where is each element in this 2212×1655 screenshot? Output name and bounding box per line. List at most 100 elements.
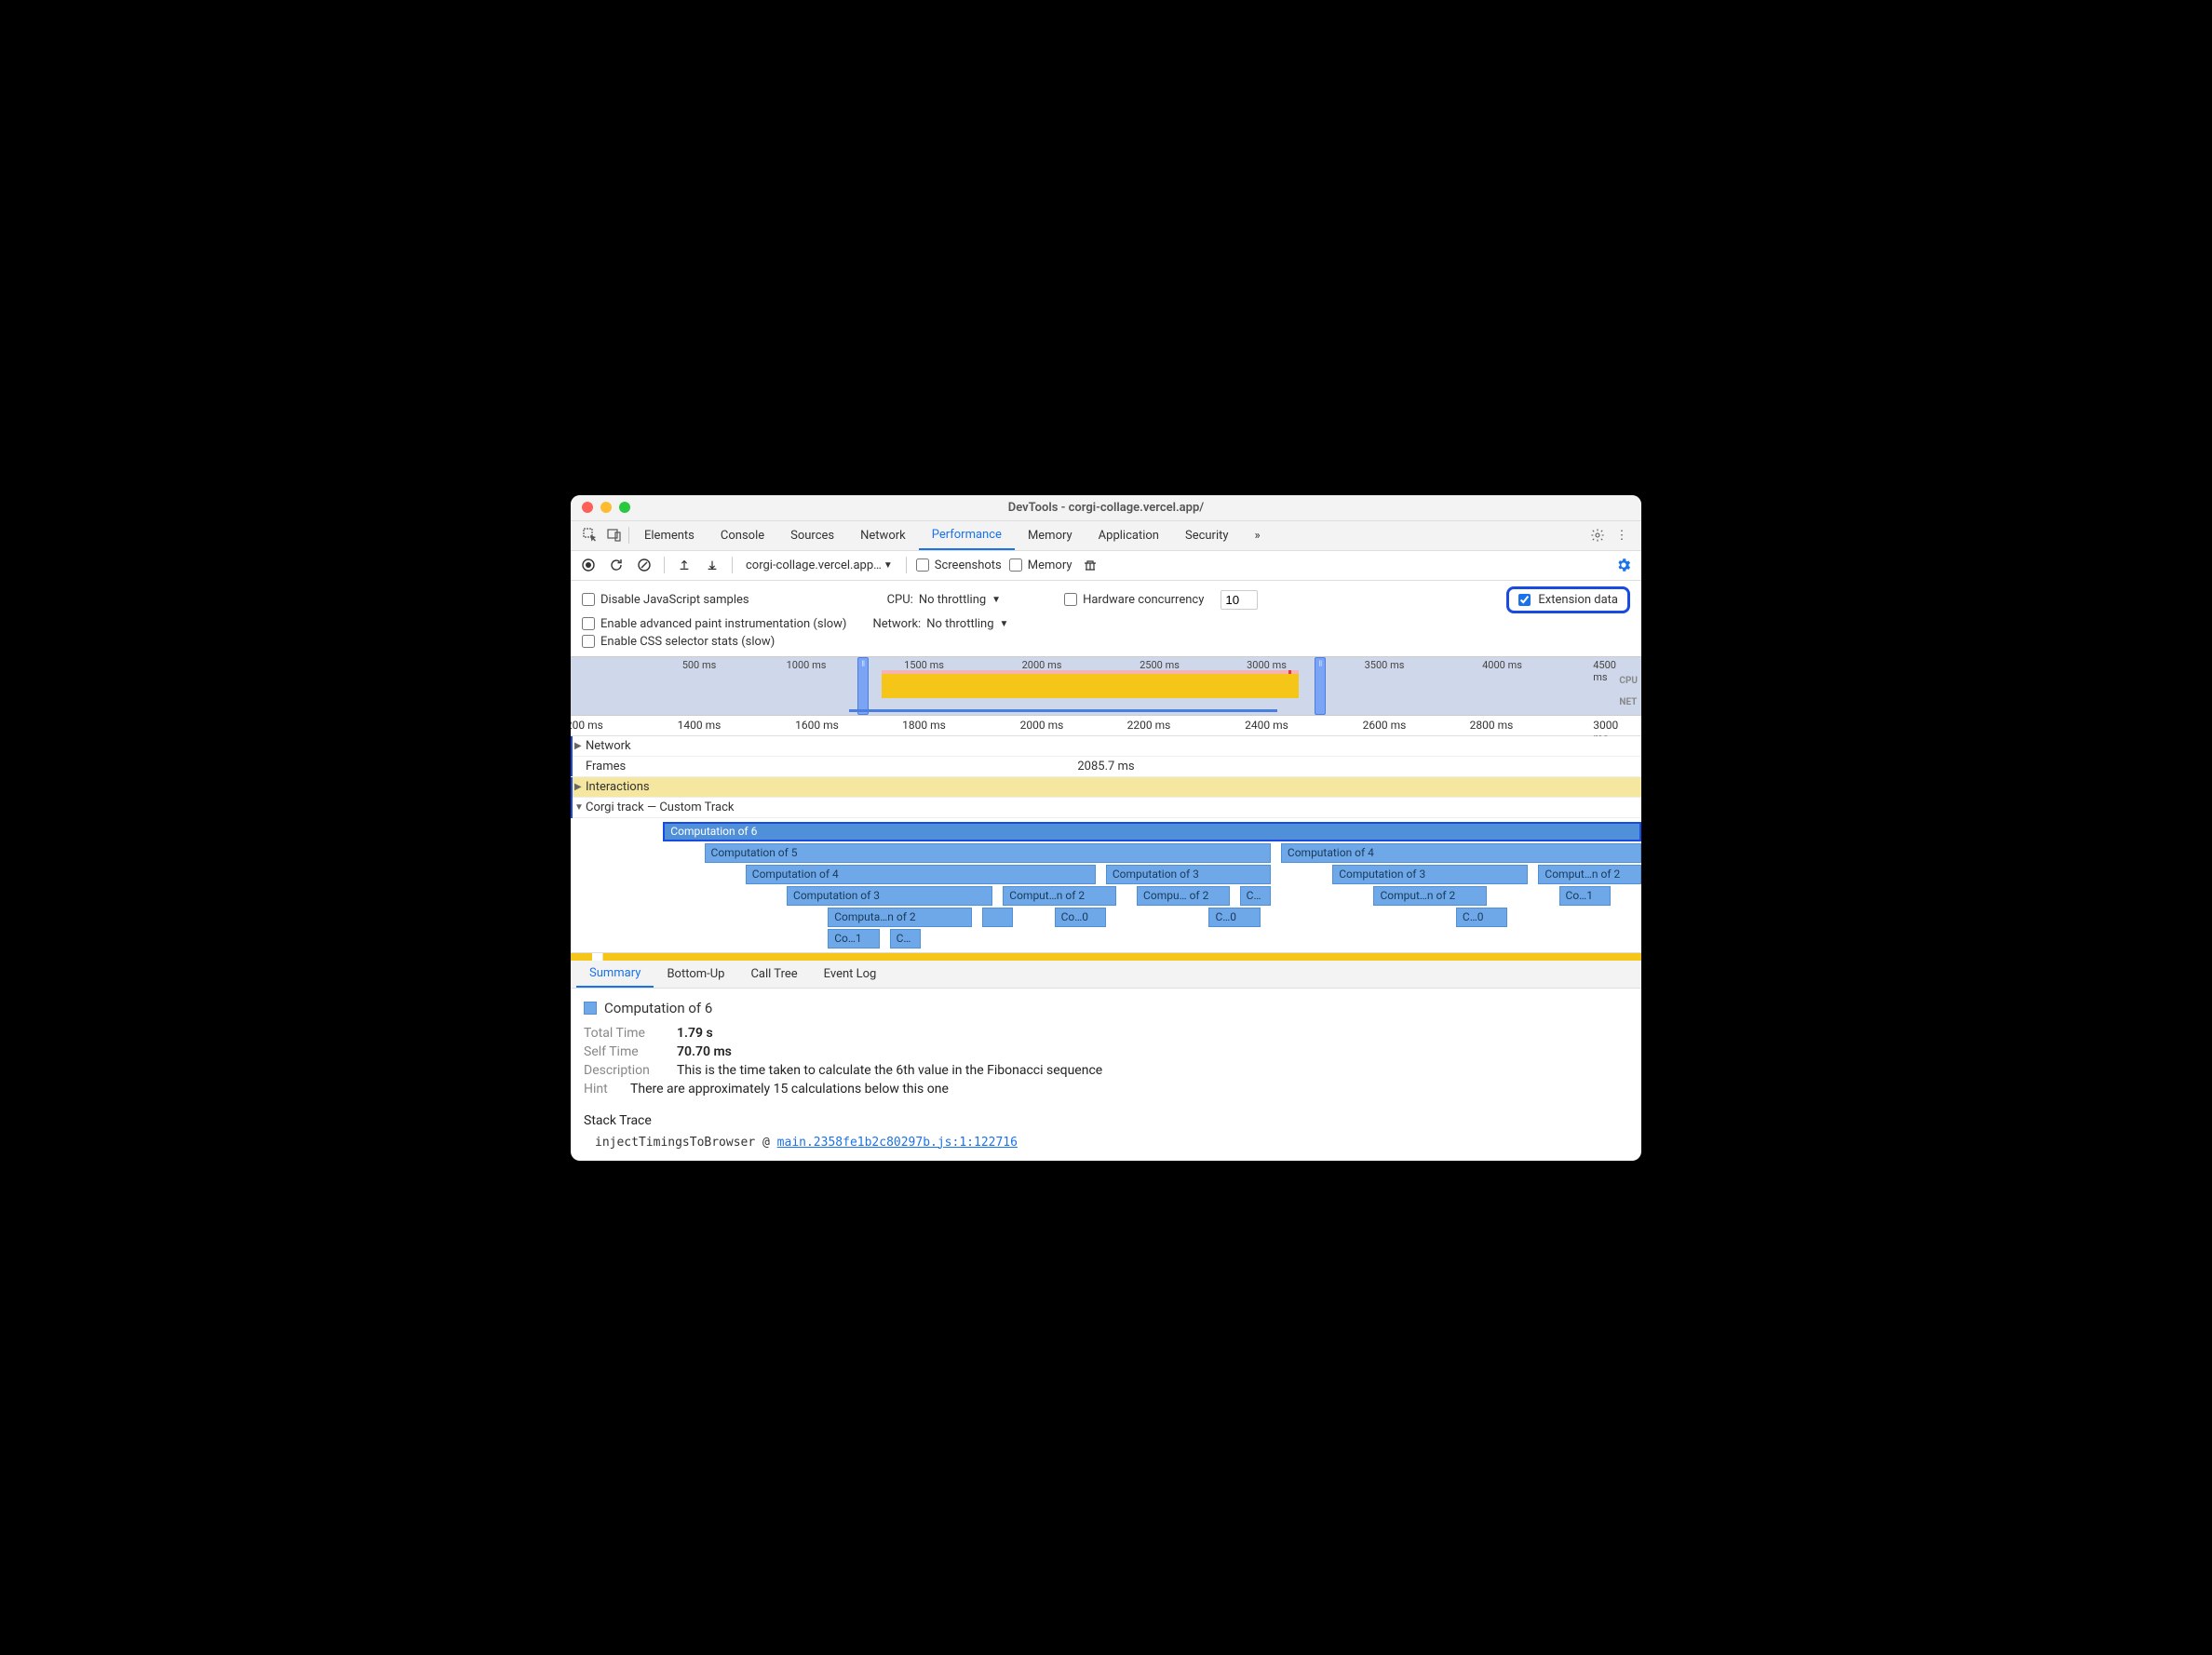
description-value: This is the time taken to calculate the … (677, 1063, 1102, 1078)
extension-data-checkbox[interactable]: Extension data (1506, 586, 1630, 613)
flame-block[interactable]: Computation of 5 (705, 843, 1271, 863)
cpu-throttle-select[interactable]: CPU: No throttling ▼ (887, 593, 1001, 607)
detail-ruler[interactable]: 1200 ms1400 ms1600 ms1800 ms2000 ms2200 … (571, 716, 1641, 736)
flame-block[interactable]: Computation of 4 (746, 865, 1096, 884)
clear-button[interactable] (634, 555, 654, 575)
tab-more[interactable]: » (1242, 521, 1274, 550)
tracks-panel: ▶ Network Frames 2085.7 ms ▶ Interaction… (571, 736, 1641, 961)
panel-tabs: ElementsConsoleSourcesNetworkPerformance… (571, 521, 1641, 551)
flame-block[interactable]: Computation of 6 (663, 822, 1641, 841)
detail-tab-bottom-up[interactable]: Bottom-Up (654, 961, 737, 988)
tab-memory[interactable]: Memory (1015, 521, 1086, 550)
overview-tick: 1000 ms (787, 659, 827, 671)
total-time-value: 1.79 s (677, 1026, 713, 1041)
total-time-label: Total Time (584, 1026, 668, 1041)
garbage-collect-icon[interactable] (1080, 555, 1100, 575)
network-label: Network: (872, 617, 921, 631)
paint-instrument-checkbox[interactable]: Enable advanced paint instrumentation (s… (582, 617, 846, 631)
extension-data-label: Extension data (1538, 593, 1618, 607)
flame-chart[interactable]: Computation of 6 Computation of 5 Computat… (571, 818, 1641, 953)
flame-block[interactable]: Co…1 (828, 929, 879, 949)
kebab-menu-icon[interactable]: ⋮ (1613, 529, 1630, 543)
device-toggle-icon[interactable] (606, 528, 623, 543)
flame-block[interactable]: Compu… of 2 (1137, 886, 1230, 906)
network-value: No throttling (926, 617, 993, 631)
settings-gear-icon[interactable] (1589, 528, 1606, 543)
ruler-tick: 2200 ms (1127, 719, 1171, 732)
capture-settings-gear-icon[interactable] (1613, 555, 1634, 575)
self-time-label: Self Time (584, 1044, 668, 1059)
detail-tab-event-log[interactable]: Event Log (811, 961, 890, 988)
css-stats-checkbox[interactable]: Enable CSS selector stats (slow) (582, 635, 775, 649)
flame-block[interactable]: C… (1240, 886, 1271, 906)
memory-label: Memory (1028, 558, 1072, 572)
hw-concurrency-input[interactable] (1221, 590, 1258, 610)
overview-tick: 4000 ms (1482, 659, 1522, 671)
stack-trace-title: Stack Trace (584, 1113, 1628, 1128)
flame-block[interactable]: C…0 (1208, 908, 1260, 927)
flame-block[interactable]: Comput…n of 2 (1003, 886, 1116, 906)
tab-sources[interactable]: Sources (777, 521, 847, 550)
disable-js-checkbox[interactable]: Disable JavaScript samples (582, 593, 749, 607)
minimize-window-button[interactable] (600, 502, 612, 513)
detail-title-text: Computation of 6 (604, 1000, 712, 1016)
collapse-icon[interactable]: ▼ (574, 802, 586, 813)
flame-block[interactable]: Co…1 (1559, 886, 1611, 906)
stack-trace-line: injectTimingsToBrowser @ main.2358fe1b2c… (584, 1136, 1628, 1150)
detail-title: Computation of 6 (584, 1000, 1628, 1016)
inspect-element-icon[interactable] (582, 528, 599, 543)
memory-checkbox[interactable]: Memory (1009, 558, 1072, 572)
screenshots-checkbox[interactable]: Screenshots (916, 558, 1002, 572)
flame-block[interactable]: Computation of 3 (1106, 865, 1271, 884)
interactions-track-label: Interactions (586, 780, 650, 794)
hint-value: There are approximately 15 calculations … (630, 1082, 949, 1097)
flame-block[interactable]: Computation of 3 (1332, 865, 1528, 884)
close-window-button[interactable] (582, 502, 593, 513)
reload-button[interactable] (606, 555, 627, 575)
overview-tick: 3500 ms (1365, 659, 1405, 671)
flame-block[interactable]: Computation of 3 (787, 886, 992, 906)
timing-strip (571, 953, 1641, 961)
profile-url: corgi-collage.vercel.app… (746, 558, 882, 572)
flame-block[interactable]: C…0 (1456, 908, 1507, 927)
hw-concurrency-checkbox[interactable]: Hardware concurrency (1064, 593, 1204, 607)
expand-icon[interactable]: ▶ (574, 782, 586, 792)
overview-cpu-label: CPU (1619, 676, 1638, 686)
interactions-track-header[interactable]: ▶ Interactions (571, 777, 1641, 798)
tab-performance[interactable]: Performance (919, 521, 1015, 550)
summary-panel: Computation of 6 Total Time 1.79 s Self … (571, 989, 1641, 1161)
tab-security[interactable]: Security (1172, 521, 1242, 550)
tab-elements[interactable]: Elements (631, 521, 708, 550)
overview-timeline[interactable]: 500 ms1000 ms1500 ms2000 ms2500 ms3000 m… (571, 656, 1641, 716)
custom-track-header[interactable]: ▼ Corgi track — Custom Track (571, 798, 1641, 818)
expand-icon[interactable]: ▶ (574, 741, 586, 751)
detail-tab-summary[interactable]: Summary (576, 961, 654, 988)
flame-block[interactable]: Comput…n of 2 (1373, 886, 1487, 906)
record-button[interactable] (578, 555, 599, 575)
self-time-value: 70.70 ms (677, 1044, 732, 1059)
ruler-tick: 1200 ms (571, 719, 603, 732)
flame-block[interactable]: Computation of 4 (1281, 843, 1641, 863)
network-track-header[interactable]: ▶ Network (571, 736, 1641, 757)
detail-tab-call-tree[interactable]: Call Tree (737, 961, 810, 988)
flame-block[interactable]: Computa…n of 2 (828, 908, 972, 927)
flame-block[interactable]: Comput…n of 2 (1538, 865, 1641, 884)
network-throttle-select[interactable]: Network: No throttling ▼ (872, 617, 1008, 631)
profile-selector[interactable]: corgi-collage.vercel.app…▼ (742, 558, 897, 572)
upload-profile-icon[interactable] (674, 555, 695, 575)
frames-track-label: Frames (586, 760, 626, 774)
stack-source-link[interactable]: main.2358fe1b2c80297b.js:1:122716 (777, 1136, 1018, 1150)
titlebar: DevTools - corgi-collage.vercel.app/ (571, 495, 1641, 521)
range-handle-right[interactable]: || (1315, 657, 1326, 715)
flame-block[interactable]: Co…0 (1055, 908, 1106, 927)
maximize-window-button[interactable] (619, 502, 630, 513)
download-profile-icon[interactable] (702, 555, 722, 575)
tab-network[interactable]: Network (847, 521, 919, 550)
range-handle-left[interactable]: || (857, 657, 869, 715)
tab-application[interactable]: Application (1086, 521, 1172, 550)
frames-track[interactable]: Frames 2085.7 ms (571, 757, 1641, 777)
flame-block[interactable]: C… (890, 929, 921, 949)
flame-block[interactable] (982, 908, 1013, 927)
window-title: DevTools - corgi-collage.vercel.app/ (1008, 501, 1204, 515)
tab-console[interactable]: Console (708, 521, 777, 550)
